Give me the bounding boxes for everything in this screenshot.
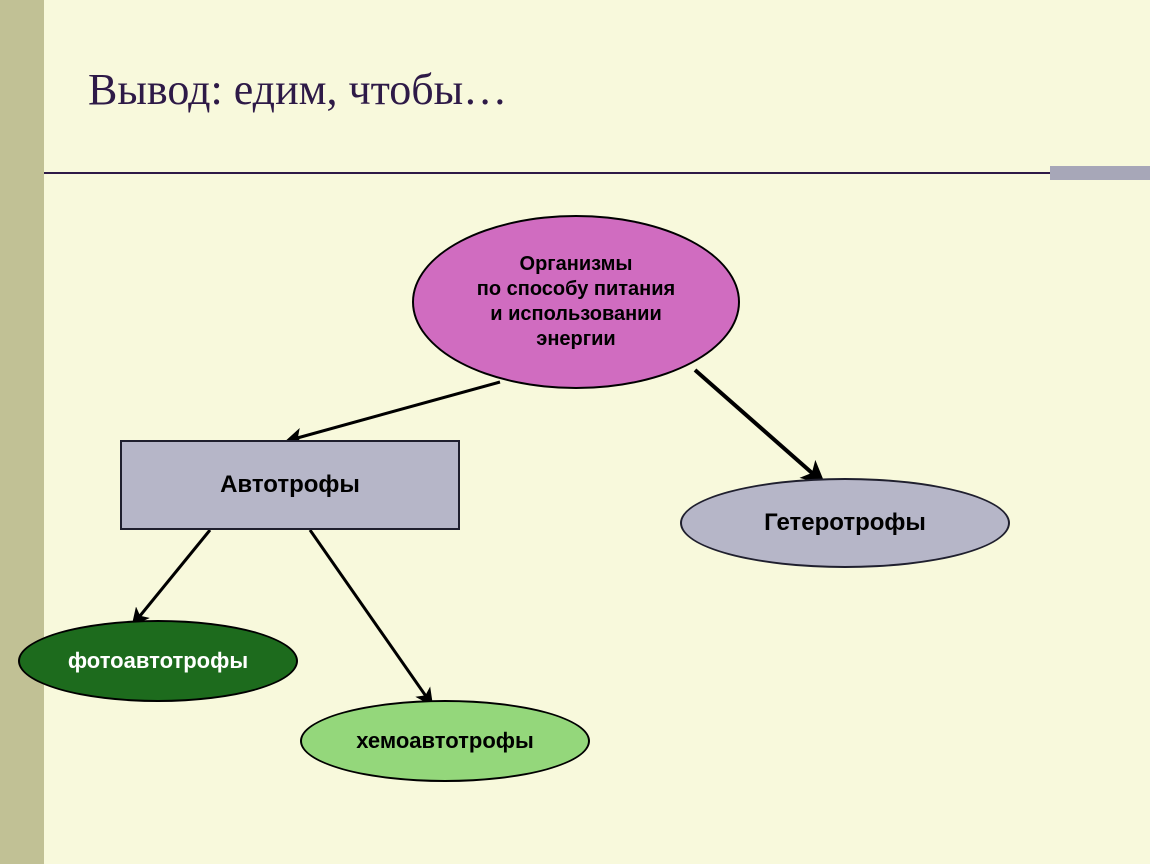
node-chemo: хемоавтотрофы bbox=[300, 700, 590, 782]
node-auto: Автотрофы bbox=[120, 440, 460, 530]
node-root: Организмы по способу питания и использов… bbox=[412, 215, 740, 389]
node-hetero: Гетеротрофы bbox=[680, 478, 1010, 568]
slide-title: Вывод: едим, чтобы… bbox=[88, 64, 507, 115]
slide-sidebar bbox=[0, 0, 44, 864]
title-accent-bar bbox=[1050, 166, 1150, 180]
node-photo: фотоавтотрофы bbox=[18, 620, 298, 702]
title-underline bbox=[44, 172, 1050, 174]
